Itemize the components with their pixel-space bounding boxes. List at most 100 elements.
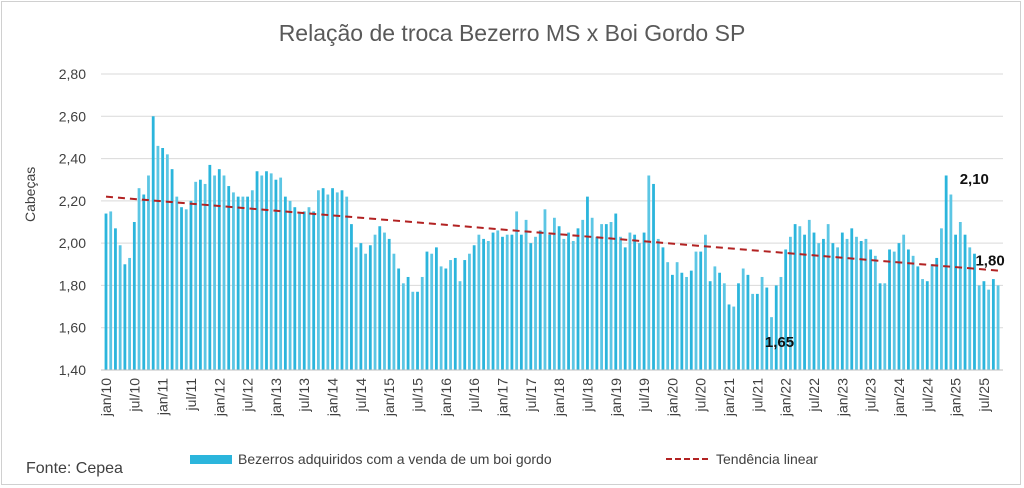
bar (803, 234, 806, 370)
y-tick-label: 2,40 (59, 151, 86, 167)
bar (453, 257, 457, 370)
bar (614, 213, 618, 370)
bar (619, 236, 622, 370)
legend-label-bars: Bezerros adquiridos com a venda de um bo… (238, 451, 552, 467)
bar (524, 219, 528, 370)
bar (411, 291, 415, 370)
bar (845, 238, 849, 370)
bar (963, 234, 967, 370)
bar (439, 266, 443, 370)
bar (123, 264, 127, 370)
x-tick-label: jan/24 (891, 378, 907, 417)
bar (317, 190, 320, 370)
bar (996, 285, 1000, 370)
x-tick-label: jan/20 (664, 378, 680, 417)
bar (378, 226, 382, 370)
bar (534, 236, 537, 370)
bar (114, 228, 117, 370)
legend-swatch-bars (190, 454, 232, 464)
y-tick-label: 2,80 (59, 66, 86, 82)
bar (175, 196, 179, 370)
bar (345, 196, 349, 370)
bar (118, 245, 122, 370)
bar (307, 207, 311, 370)
bar (855, 236, 858, 370)
bar (510, 234, 514, 370)
legend-item-trend: Tendência linear (666, 451, 818, 467)
bar (312, 211, 316, 370)
bar (501, 236, 504, 370)
x-tick-label: jul/11 (183, 378, 199, 412)
bar (458, 281, 462, 370)
legend-swatch-trend (666, 458, 708, 460)
bar (878, 283, 882, 370)
bar (921, 279, 924, 370)
bar (548, 234, 552, 370)
bar (977, 285, 981, 370)
x-tick-label: jul/25 (976, 378, 992, 413)
bar (477, 234, 481, 370)
bar (982, 281, 986, 370)
bar (685, 276, 688, 370)
bar (633, 234, 637, 370)
bar (840, 232, 844, 370)
bar (661, 247, 665, 370)
bar (600, 224, 603, 370)
y-tick-label: 1,60 (59, 320, 86, 336)
bar (274, 179, 278, 370)
x-tick-label: jan/13 (268, 378, 284, 417)
bar (293, 207, 297, 370)
bar (298, 213, 301, 370)
bar (718, 272, 721, 370)
bar (553, 217, 556, 370)
bar (194, 181, 198, 370)
bar (491, 232, 495, 370)
x-tick-label: jul/12 (240, 378, 256, 413)
bar (170, 169, 174, 370)
bar (732, 306, 736, 370)
bar (609, 222, 613, 370)
bar (949, 194, 953, 370)
x-tick-label: jan/16 (438, 378, 454, 417)
bar (425, 251, 429, 370)
bar (472, 245, 476, 370)
x-tick-label: jul/19 (636, 378, 652, 413)
bar (255, 171, 259, 370)
bar (430, 253, 434, 370)
x-tick-label: jan/11 (155, 378, 171, 416)
bar (741, 268, 745, 370)
bar (760, 276, 764, 370)
bar (199, 179, 202, 370)
bar (236, 196, 240, 370)
bar (359, 243, 363, 370)
bar (468, 253, 471, 370)
x-tick-label: jan/18 (551, 378, 567, 417)
x-tick-label: jan/14 (325, 378, 341, 417)
bar (722, 283, 726, 370)
bar (713, 266, 717, 370)
bar (954, 234, 957, 370)
bar (156, 145, 160, 370)
bar (416, 291, 419, 370)
bar (897, 243, 901, 370)
bar (604, 224, 608, 370)
bar (666, 262, 670, 370)
bar (246, 196, 249, 370)
bar (401, 283, 405, 370)
bar (586, 196, 589, 370)
bar (265, 171, 268, 370)
bar (538, 230, 542, 370)
bar (930, 264, 934, 370)
bar (826, 224, 830, 370)
legend-label-trend: Tendência linear (716, 451, 818, 467)
bar (911, 255, 915, 370)
bar (232, 192, 235, 370)
bar (392, 253, 396, 370)
x-tick-label: jan/10 (98, 378, 114, 417)
bar (907, 249, 910, 370)
bar (562, 238, 566, 370)
x-tick-label: jul/20 (693, 378, 709, 413)
bar (892, 251, 896, 370)
bar (746, 274, 750, 370)
